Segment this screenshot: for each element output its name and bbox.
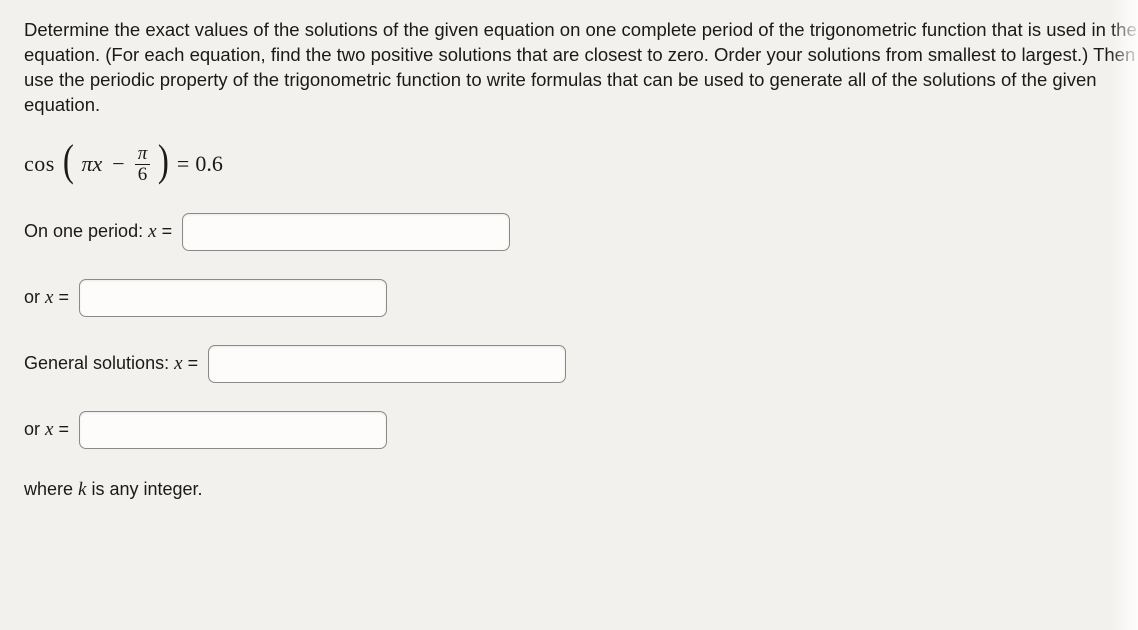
or-label-1: or x =: [24, 285, 69, 311]
general-label: General solutions: x =: [24, 351, 198, 377]
equation-func: cos: [24, 149, 55, 179]
period-solution-input-1[interactable]: [182, 213, 510, 251]
problem-instructions: Determine the exact values of the soluti…: [24, 18, 1138, 118]
general-solution-input-2[interactable]: [79, 411, 387, 449]
equation-eq: =: [177, 149, 189, 179]
fraction-numerator: π: [135, 144, 151, 164]
general-solution-row-2: or x =: [24, 411, 1138, 449]
fraction-denominator: 6: [135, 164, 151, 185]
or-label-2: or x =: [24, 417, 69, 443]
footnote-prefix: where: [24, 479, 78, 499]
period-solution-input-2[interactable]: [79, 279, 387, 317]
footnote: where k is any integer.: [24, 477, 1138, 503]
equation: cos ( πx − π 6 ) = 0.6: [24, 144, 1138, 185]
equation-arg-left: πx: [81, 149, 102, 179]
equation-minus: −: [108, 149, 128, 179]
equation-fraction: π 6: [135, 144, 151, 185]
footnote-suffix: is any integer.: [86, 479, 202, 499]
period-label: On one period: x =: [24, 219, 172, 245]
period-solution-row-2: or x =: [24, 279, 1138, 317]
general-solution-input-1[interactable]: [208, 345, 566, 383]
equation-rhs: 0.6: [195, 149, 223, 179]
general-solution-row-1: General solutions: x =: [24, 345, 1138, 383]
period-solution-row-1: On one period: x =: [24, 213, 1138, 251]
